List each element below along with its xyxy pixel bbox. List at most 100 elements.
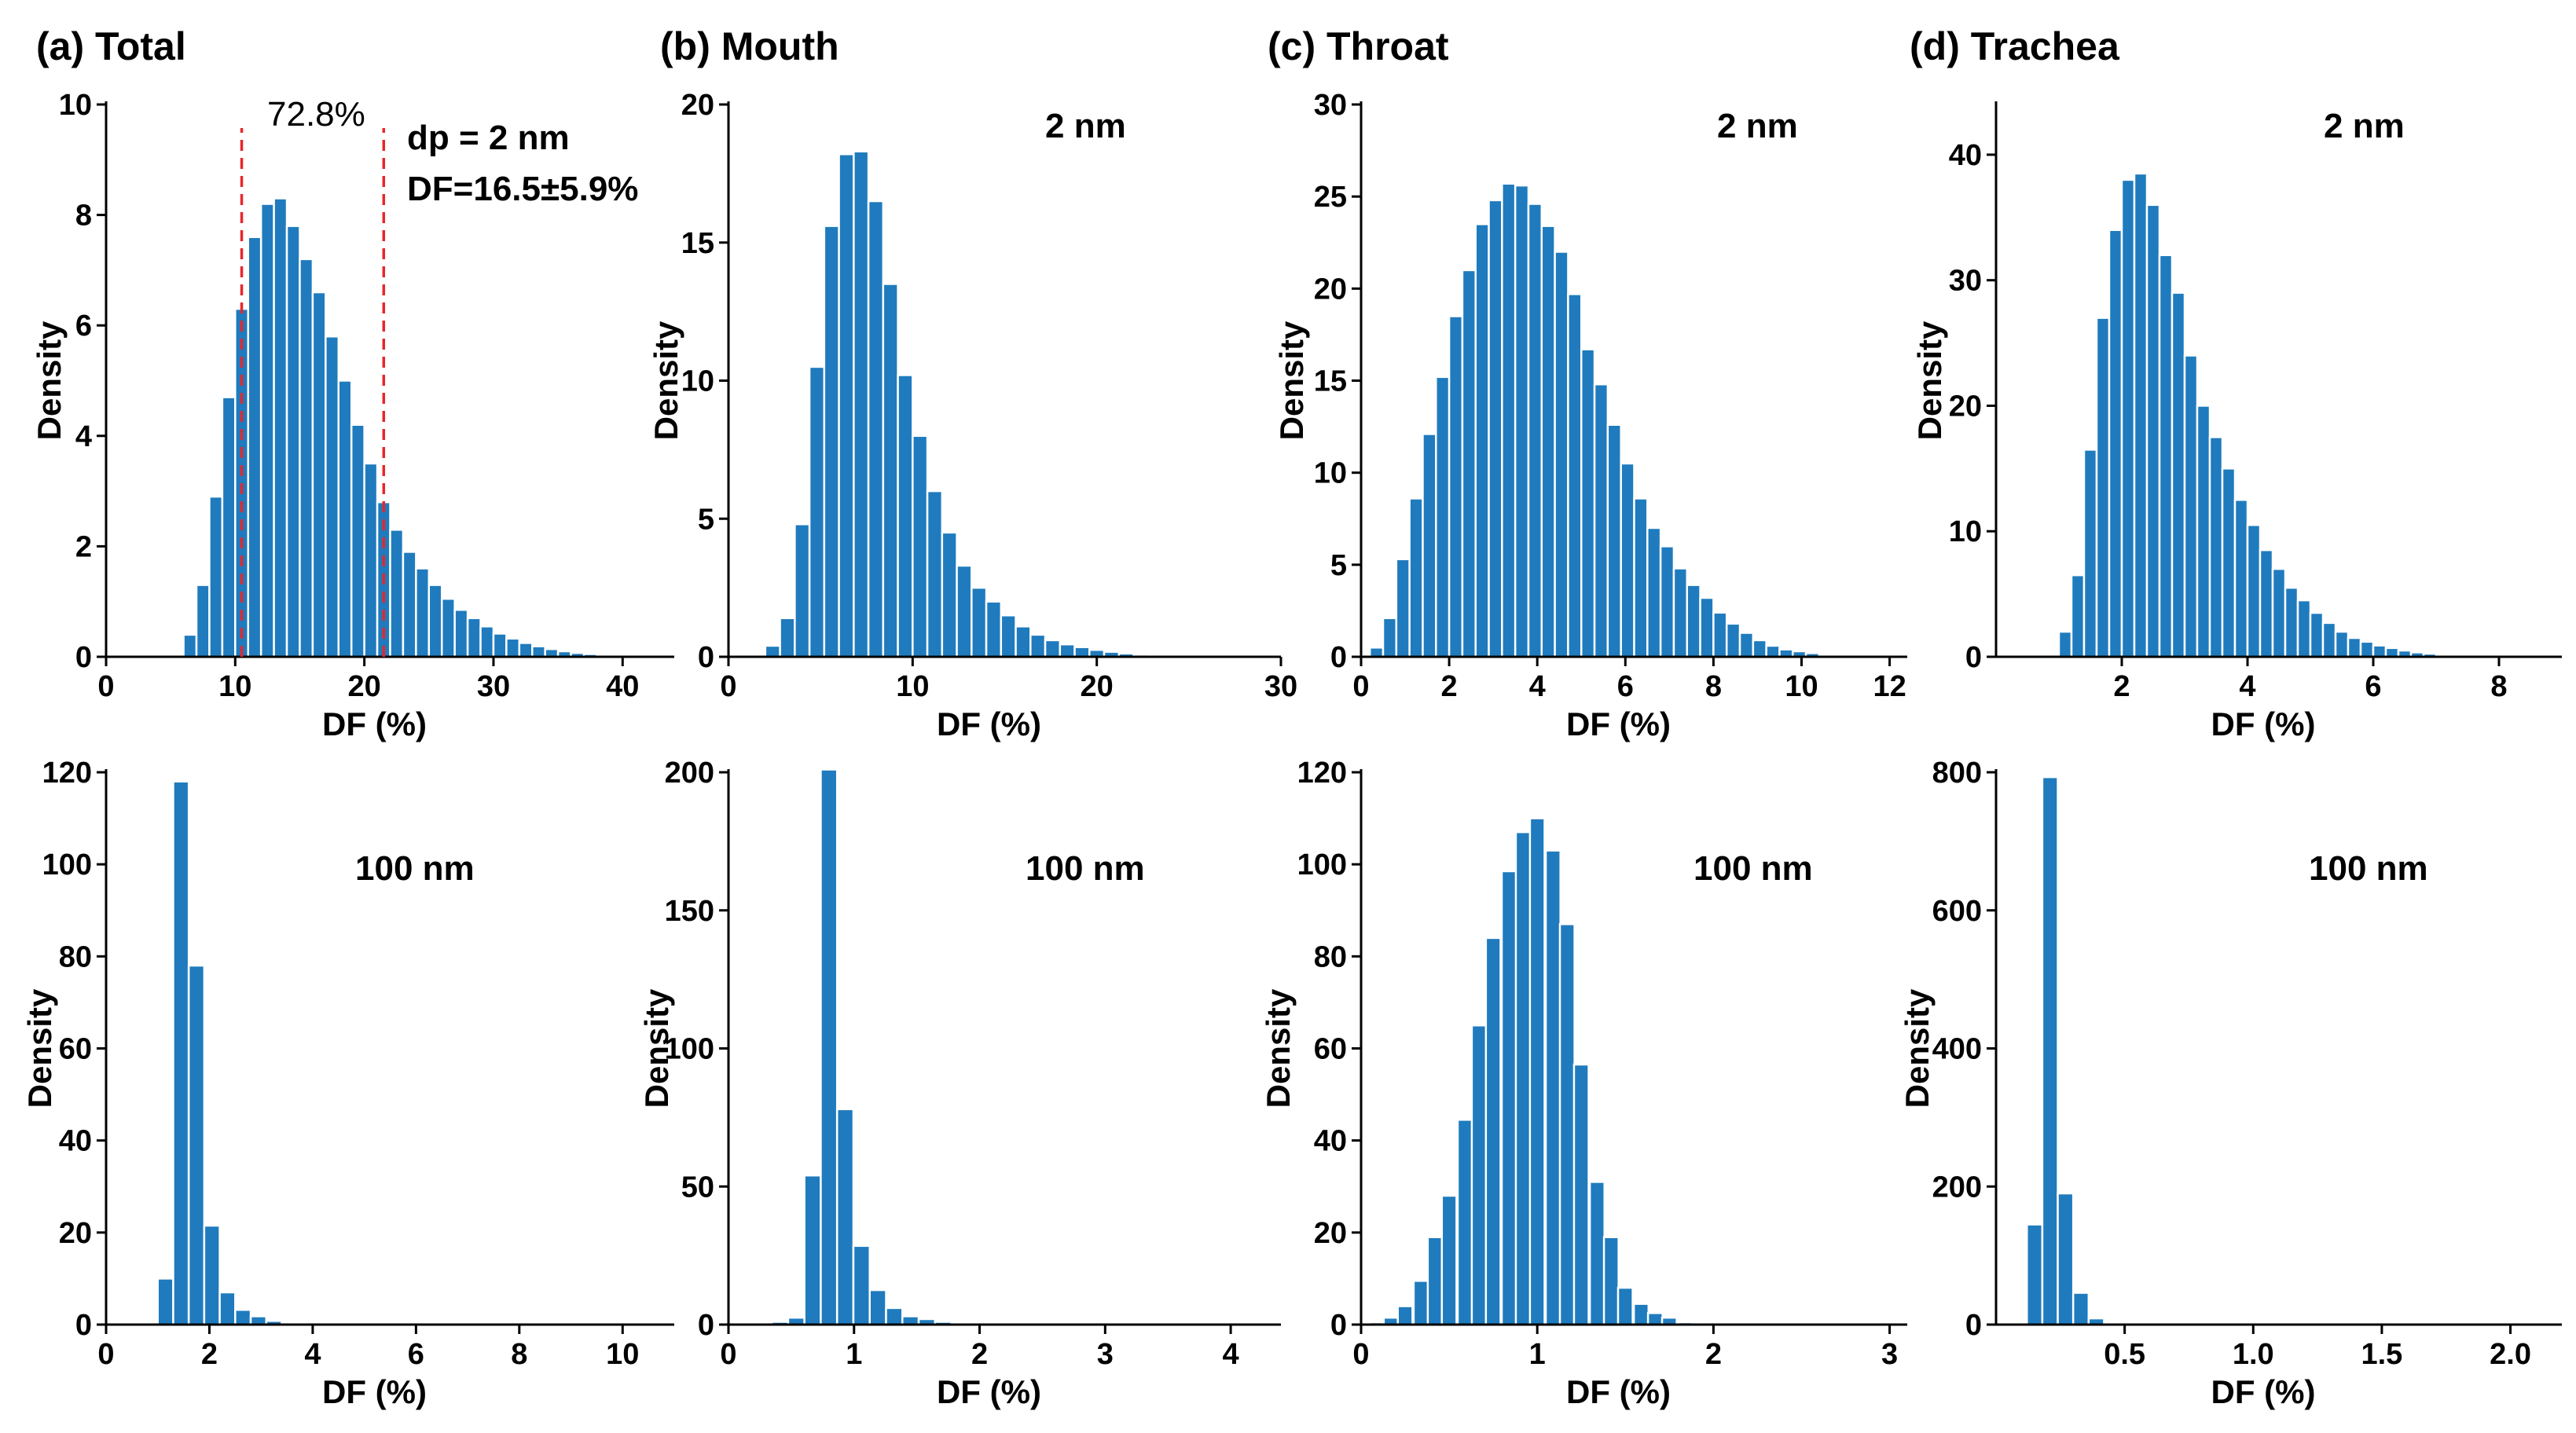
x-tick-label: 4	[304, 1338, 321, 1371]
histogram-bar	[1461, 269, 1477, 658]
histogram-bar	[208, 495, 224, 658]
histogram-bar	[218, 1291, 237, 1326]
y-tick-label: 6	[75, 310, 92, 343]
y-axis-label: Density	[1273, 321, 1310, 440]
y-tick-label: 4	[75, 420, 92, 453]
x-tick-label: 0	[97, 670, 114, 703]
y-tick-label: 25	[1314, 181, 1347, 214]
histogram-bar	[956, 564, 973, 658]
histogram-bar	[172, 780, 190, 1326]
histogram-bar	[912, 434, 929, 658]
column-title-total: (a) Total	[36, 24, 186, 68]
histogram-bar	[427, 584, 443, 658]
histogram-bar	[2120, 178, 2136, 658]
histogram-bar	[1073, 646, 1091, 658]
histogram-bar	[1456, 1119, 1473, 1326]
x-tick-label: 0	[1352, 1338, 1369, 1371]
histogram-bar	[1593, 383, 1609, 658]
histogram-bar	[1686, 584, 1701, 658]
y-tick-label: 10	[681, 365, 714, 398]
histogram-bar	[2082, 449, 2098, 658]
x-tick-label: 4	[1223, 1338, 1239, 1371]
y-tick-label: 15	[681, 227, 714, 260]
y-tick-label: 8	[75, 200, 92, 233]
annotation-size: 2 nm	[1045, 107, 1126, 145]
histogram-bar	[389, 529, 405, 658]
histogram-bar	[901, 1315, 920, 1326]
histogram-bar	[182, 633, 198, 658]
chart-total-2nm: 0 2 4 6 8 10 0 10 20 30 40 DF (%) Density dp = 2 nm DF…	[31, 89, 674, 742]
annotation-size: 100 nm	[355, 849, 475, 888]
histogram-bar	[402, 551, 417, 658]
y-tick-label: 40	[1314, 1125, 1347, 1158]
histogram-bar	[1528, 817, 1546, 1326]
histogram-bar	[2041, 775, 2059, 1326]
histogram-bar	[2196, 405, 2211, 658]
histogram-bar	[2057, 630, 2073, 658]
histogram-bar	[897, 374, 914, 658]
annotation-size: 100 nm	[1693, 849, 1813, 888]
y-tick-label: 150	[665, 895, 714, 928]
histogram-bar	[1632, 1303, 1650, 1326]
x-tick-label: 8	[2490, 670, 2507, 703]
x-tick-label: 10	[218, 670, 251, 703]
histogram-bar	[794, 523, 811, 658]
histogram-bar	[2372, 644, 2387, 658]
x-tick-label: 1	[846, 1338, 862, 1371]
histogram-bar	[1606, 423, 1622, 658]
x-tick-label: 20	[1081, 670, 1114, 703]
y-axis-label: Density	[638, 988, 675, 1108]
histogram-bar	[415, 567, 431, 658]
histogram-bar	[259, 203, 275, 658]
histogram-bar	[838, 153, 855, 658]
annotation-size: 2 nm	[2324, 107, 2405, 145]
histogram-bar	[1435, 376, 1451, 658]
histogram-bar	[2145, 203, 2161, 658]
histogram-bar	[1765, 644, 1781, 658]
histogram-bar	[187, 964, 206, 1326]
histogram-bar	[1580, 348, 1596, 658]
histogram-bar	[1029, 633, 1047, 658]
histogram-bar	[882, 283, 899, 658]
histogram-bar	[1382, 617, 1398, 658]
histogram-bar	[2271, 567, 2287, 658]
histogram-bar	[1616, 1286, 1634, 1326]
histogram-bar	[337, 379, 353, 658]
x-tick-label: 20	[347, 670, 380, 703]
y-tick-label: 0	[75, 641, 92, 674]
histogram-bar	[285, 225, 301, 658]
x-tick-label: 2	[2113, 670, 2130, 703]
x-axis-label: DF (%)	[322, 706, 427, 742]
histogram-bar	[2246, 523, 2262, 658]
column-title-trachea: (d) Trachea	[1910, 24, 2120, 68]
histogram-bar	[852, 1244, 871, 1326]
y-tick-label: 10	[1949, 515, 1982, 548]
histogram-bar	[311, 291, 327, 658]
x-tick-label: 2.0	[2490, 1338, 2531, 1371]
column-title-mouth: (b) Mouth	[660, 24, 839, 68]
histogram-bar	[808, 365, 826, 658]
x-tick-label: 10	[606, 1338, 639, 1371]
histogram-bar	[247, 236, 262, 658]
chart-mouth-2nm: 0 5 10 15 20 0 10 20 30 DF (%) Density 2 nm	[648, 89, 1297, 742]
histogram-bar	[1646, 526, 1662, 658]
histogram-bar	[867, 200, 885, 658]
histogram-bar	[1572, 1063, 1590, 1326]
chart-total-100nm: 0 20 40 60 80 100 120 0 2 4 6 8 10 DF (%) Density 100 n…	[21, 757, 674, 1410]
x-tick-label: 4	[1529, 670, 1546, 703]
x-tick-label: 6	[408, 1338, 424, 1371]
y-tick-label: 5	[1330, 549, 1347, 582]
histogram-bar	[2070, 574, 2086, 658]
y-tick-label: 100	[1297, 848, 1347, 881]
y-tick-label: 200	[665, 757, 714, 790]
histogram-bar	[2071, 1292, 2090, 1326]
y-tick-label: 0	[1965, 1309, 1982, 1342]
histogram-bar	[1646, 1312, 1664, 1326]
histogram-bar	[2321, 621, 2337, 658]
annotation-size: 2 nm	[1717, 107, 1798, 145]
x-tick-label: 0	[97, 1338, 114, 1371]
x-tick-label: 0	[1352, 670, 1369, 703]
y-tick-label: 2	[75, 530, 92, 563]
y-tick-label: 30	[1949, 265, 1982, 298]
x-axis-label: DF (%)	[2211, 706, 2316, 742]
